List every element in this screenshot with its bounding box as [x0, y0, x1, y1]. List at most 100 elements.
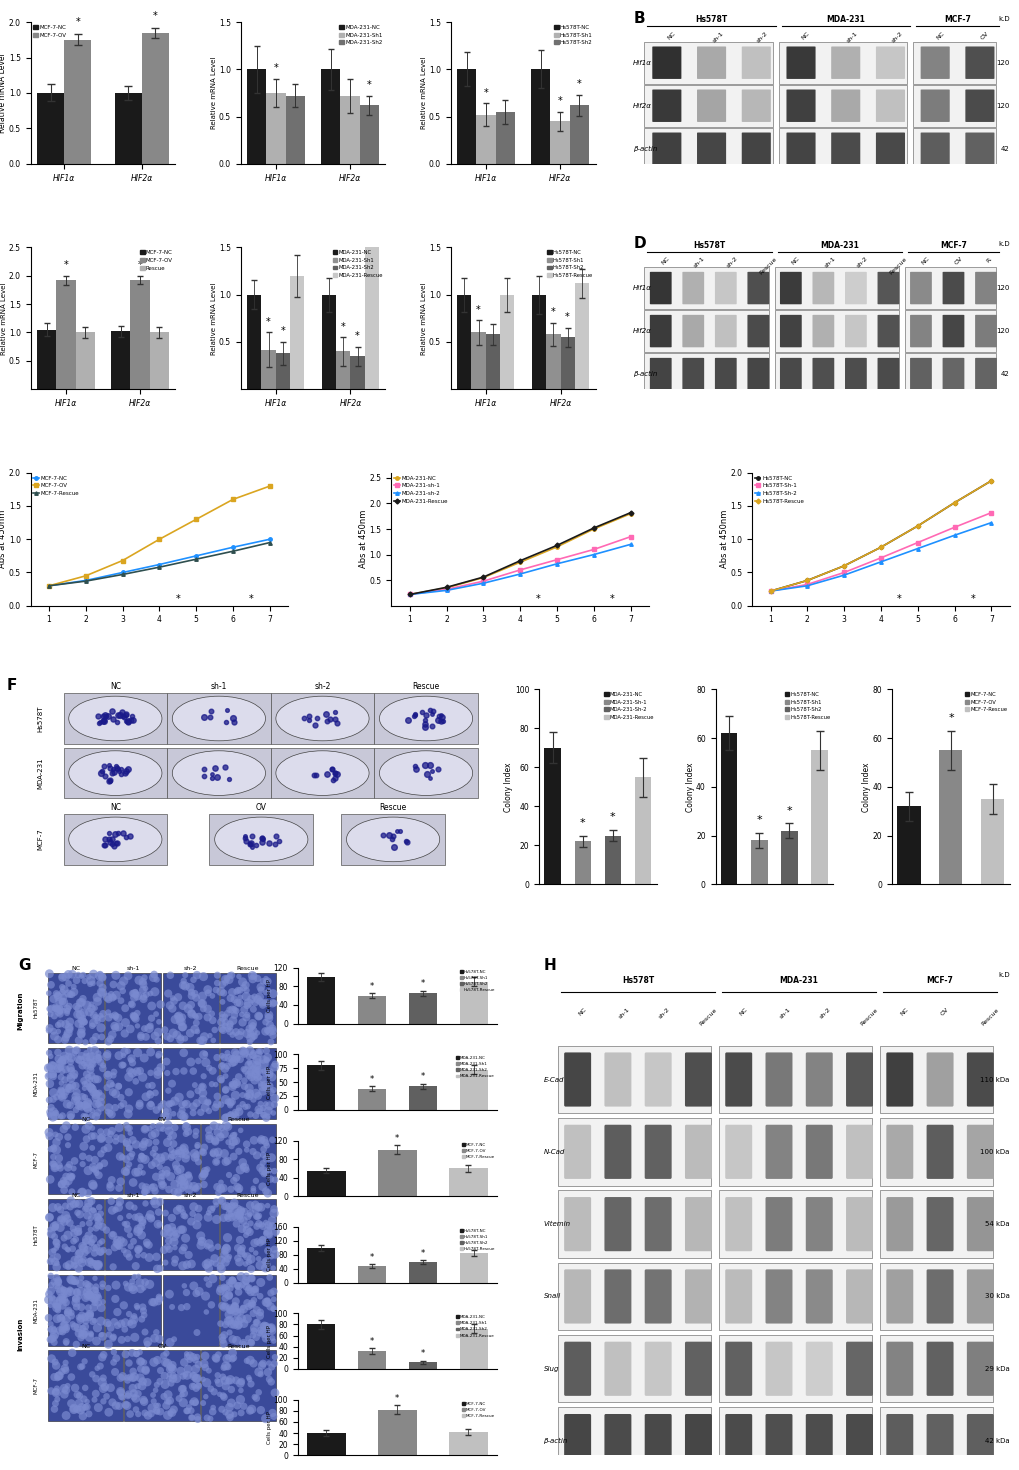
- Point: [65, 1063, 82, 1086]
- Bar: [644, 85, 771, 126]
- Point: [89, 1357, 105, 1380]
- Point: [186, 982, 203, 1005]
- Point: [220, 1369, 236, 1392]
- Point: [45, 1020, 61, 1044]
- Text: Hif2α: Hif2α: [633, 103, 651, 109]
- Point: [243, 988, 259, 1011]
- Point: [215, 1176, 231, 1200]
- FancyBboxPatch shape: [725, 1414, 751, 1469]
- Point: [226, 1294, 243, 1317]
- Point: [265, 1257, 281, 1280]
- Point: [109, 1232, 125, 1255]
- Point: [259, 1291, 275, 1314]
- Bar: [904, 310, 996, 351]
- Point: [329, 763, 345, 786]
- Point: [224, 1269, 240, 1292]
- Point: [245, 1301, 261, 1324]
- Point: [157, 1251, 173, 1274]
- Point: [234, 1083, 251, 1107]
- Point: [46, 1323, 62, 1347]
- Point: [162, 1401, 178, 1424]
- Point: [88, 1274, 104, 1298]
- Text: sh-1: sh-1: [711, 31, 723, 44]
- Text: Hs578T: Hs578T: [693, 241, 725, 250]
- Point: [52, 1000, 68, 1023]
- Point: [48, 1236, 64, 1260]
- Point: [259, 1019, 275, 1042]
- Point: [221, 1297, 237, 1320]
- Point: [105, 1326, 121, 1349]
- Point: [45, 1100, 61, 1123]
- Point: [89, 1047, 105, 1070]
- Point: [143, 982, 159, 1005]
- Point: [145, 1383, 161, 1407]
- Bar: [377, 1410, 417, 1455]
- Point: [263, 1030, 279, 1054]
- Point: [113, 1327, 129, 1351]
- Point: [85, 972, 101, 995]
- Point: [261, 1007, 277, 1030]
- Point: [53, 1173, 69, 1197]
- Point: [256, 1058, 272, 1082]
- Point: [69, 1383, 86, 1407]
- Point: [92, 1155, 108, 1179]
- Bar: [307, 1066, 334, 1110]
- Point: [261, 1004, 277, 1028]
- Point: [116, 1022, 132, 1045]
- Point: [242, 1102, 258, 1126]
- Point: [79, 1204, 96, 1227]
- FancyBboxPatch shape: [925, 1270, 953, 1323]
- Bar: [546, 334, 560, 390]
- Point: [75, 1388, 92, 1411]
- Bar: [717, 1407, 871, 1470]
- Hs578T-Rescue: [874, 538, 887, 556]
- Point: [246, 964, 262, 988]
- Point: [159, 1351, 175, 1374]
- Text: sh-2: sh-2: [657, 1007, 671, 1020]
- Point: [216, 1276, 232, 1299]
- Point: [95, 1389, 111, 1413]
- MDA-231-sh-1: [404, 585, 416, 603]
- Point: [129, 985, 146, 1008]
- Point: [148, 1394, 164, 1417]
- Point: [164, 997, 180, 1020]
- FancyBboxPatch shape: [920, 90, 949, 122]
- Point: [263, 1370, 279, 1394]
- Point: [47, 1104, 63, 1127]
- Point: [51, 1276, 67, 1299]
- Text: Hif1α: Hif1α: [633, 60, 651, 66]
- Point: [213, 1248, 229, 1272]
- Point: [226, 1123, 243, 1147]
- Point: [258, 1222, 274, 1245]
- Point: [118, 760, 135, 784]
- Point: [136, 1147, 152, 1170]
- Point: [107, 1082, 123, 1105]
- Text: *: *: [394, 1394, 399, 1402]
- Point: [221, 1020, 237, 1044]
- Point: [252, 1230, 268, 1254]
- Legend: Hs578T-NC, Hs578T-Sh1, Hs578T-Sh2, Hs578T-Rescue: Hs578T-NC, Hs578T-Sh1, Hs578T-Sh2, Hs578…: [785, 692, 829, 720]
- Point: [229, 1236, 246, 1260]
- Point: [215, 1205, 231, 1229]
- Point: [217, 1005, 233, 1029]
- Point: [74, 1213, 91, 1236]
- Point: [58, 1164, 74, 1188]
- Point: [149, 1348, 165, 1372]
- Point: [104, 832, 120, 856]
- Bar: [162, 973, 218, 1044]
- Point: [95, 1272, 111, 1295]
- Point: [240, 1076, 257, 1100]
- FancyBboxPatch shape: [925, 1414, 953, 1469]
- Point: [217, 1369, 233, 1392]
- Point: [237, 1270, 254, 1294]
- Point: [138, 1085, 154, 1108]
- Text: OV: OV: [157, 1117, 166, 1122]
- Point: [261, 1094, 277, 1117]
- Point: [150, 1060, 166, 1083]
- Point: [70, 1048, 87, 1072]
- Point: [251, 1042, 267, 1066]
- Point: [434, 709, 450, 732]
- Bar: [75, 332, 95, 390]
- Point: [235, 976, 252, 1000]
- MCF-7-NC: [190, 547, 202, 564]
